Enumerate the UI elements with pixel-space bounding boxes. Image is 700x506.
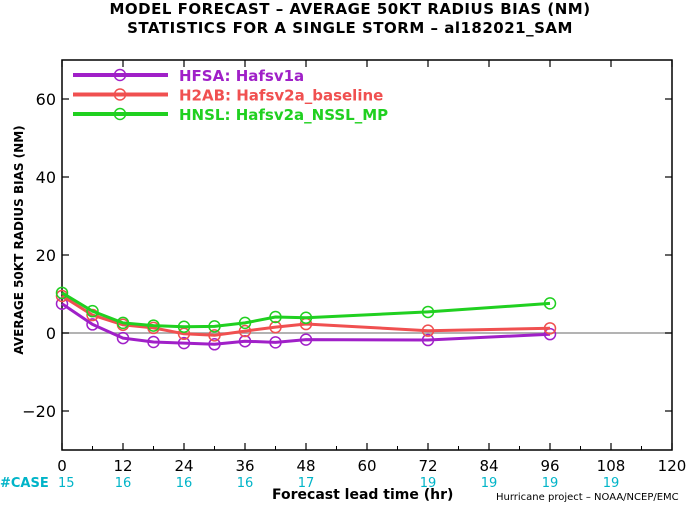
series-point-3 [299, 311, 313, 325]
series-point-1 [86, 318, 99, 331]
series-point-2 [208, 329, 221, 342]
y-tick-label: 0 [46, 324, 56, 343]
x-tick-label: 72 [418, 457, 437, 475]
series-point-3 [238, 316, 252, 330]
x-tick-label: 36 [235, 457, 254, 475]
credit-text: Hurricane project – NOAA/NCEP/EMC [496, 492, 679, 503]
series-point-3 [208, 320, 221, 333]
series-point-3 [55, 286, 69, 300]
series-line-3 [61, 291, 551, 329]
series-point-1 [177, 336, 191, 350]
series-point-1 [299, 333, 313, 346]
case-count-value: 16 [176, 476, 193, 491]
case-count-value: 17 [298, 476, 315, 491]
x-tick-label: 48 [296, 457, 315, 475]
series-line-1 [61, 302, 551, 346]
case-count-value: 16 [237, 476, 254, 491]
series-point-1 [269, 336, 282, 349]
series-point-1 [116, 331, 130, 345]
y-tick-label: 20 [36, 246, 56, 265]
series-point-3 [421, 305, 435, 319]
x-axis-label: Forecast lead time (hr) [272, 487, 454, 503]
legend-swatch-marker [113, 88, 127, 101]
series-point-3 [543, 297, 557, 310]
x-tick-label: 60 [357, 457, 376, 475]
x-tick-label: 96 [540, 457, 559, 475]
case-count-label: #CASE [0, 476, 49, 491]
x-tick-label: 108 [597, 457, 626, 475]
series-point-3 [116, 316, 130, 330]
chart-title: MODEL FORECAST – AVERAGE 50KT RADIUS BIA… [109, 0, 591, 18]
series-line-2 [61, 294, 551, 337]
x-tick-label: 0 [57, 457, 67, 475]
series-point-3 [147, 319, 160, 332]
legend-entry-label: HFSA: Hafsv1a [179, 67, 304, 85]
series-point-3 [269, 310, 282, 324]
series-point-2 [238, 324, 252, 338]
series-point-1 [208, 338, 221, 351]
series-point-1 [421, 333, 435, 347]
x-tick-label: 84 [479, 457, 498, 475]
x-tick-label: 24 [174, 457, 193, 475]
case-count-value: 19 [603, 476, 620, 491]
legend-swatch-marker [113, 107, 127, 121]
case-count-value: 19 [542, 476, 559, 491]
legend-entry-label: H2AB: Hafsv2a_baseline [179, 87, 383, 105]
x-tick-label: 120 [658, 457, 687, 475]
series-point-1 [238, 334, 252, 348]
legend-entry-label: HNSL: Hafsv2a_NSSL_MP [179, 106, 388, 124]
y-tick-label: 60 [36, 90, 56, 109]
series-point-3 [177, 320, 191, 334]
y-tick-label: −20 [22, 402, 56, 421]
series-point-3 [86, 304, 99, 318]
case-count-value: 15 [58, 476, 75, 491]
x-tick-label: 12 [113, 457, 132, 475]
series-point-2 [269, 320, 282, 334]
series-point-1 [147, 335, 160, 349]
case-count-value: 16 [115, 476, 132, 491]
series-point-2 [421, 324, 435, 337]
case-count-value: 19 [481, 476, 498, 491]
y-axis-label: AVERAGE 50KT RADIUS BIAS (NM) [12, 125, 26, 354]
case-count-value: 19 [420, 476, 437, 491]
legend-swatch-marker [113, 68, 127, 82]
y-tick-label: 40 [36, 168, 56, 187]
chart-subtitle: STATISTICS FOR A SINGLE STORM – al182021… [127, 19, 573, 37]
series-point-2 [543, 322, 557, 335]
